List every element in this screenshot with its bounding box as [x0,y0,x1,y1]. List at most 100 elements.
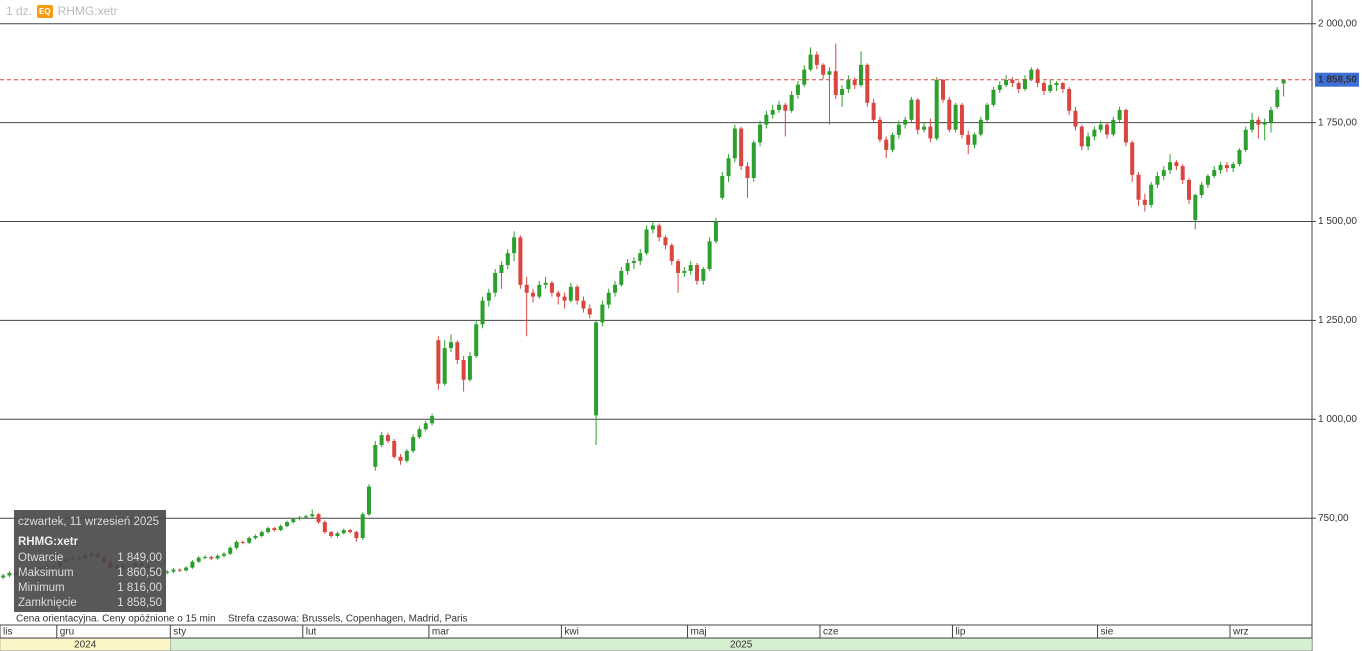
candle-body [537,284,542,297]
candle-body [316,514,321,523]
candle-body [549,282,554,293]
year-label: 2025 [730,640,753,651]
candle-body [1079,126,1084,147]
candle-body [758,124,763,143]
candle-body [556,292,561,297]
candle-body [638,253,643,262]
candle-body [234,541,239,548]
candle-body [922,126,927,130]
candle-body [1149,184,1154,205]
candle-body [196,557,201,562]
candle-body [846,79,851,90]
candle-body [732,128,737,159]
candle-body [247,537,252,543]
x-tick-label: gru [60,627,74,638]
candle-body [449,342,453,349]
candle-body [385,435,390,442]
candle-body [985,104,990,120]
candle-body [367,486,371,515]
candle-body [1130,142,1135,175]
candle-body [278,526,283,531]
candle-body [272,528,277,531]
date: czwartek, 11 wrzesień 2025 [18,516,160,528]
candle-body [474,324,479,357]
candle-body [467,356,472,380]
candle-body [840,89,845,95]
candle-body [329,532,334,536]
candle-body [190,561,195,568]
candle-body [575,286,580,301]
candle-body [966,134,971,145]
candle-body [1199,184,1204,196]
tooltip-label: Minimum [18,582,65,594]
candle-body [1269,109,1273,123]
candle-body [663,237,668,246]
candle-body [972,134,977,145]
candle-body [1187,179,1191,200]
candle-body [770,109,775,115]
candle-body [751,142,756,179]
candle-body [688,265,693,271]
candle-body [1142,199,1147,205]
candle-body [543,282,548,285]
interval[interactable]: 1 dz. [6,4,33,18]
candle-body [1168,162,1173,171]
candle-body [436,340,441,384]
candle-body [285,522,289,527]
x-tick-label: lut [306,627,317,638]
candle-body [808,54,813,70]
candle-body [215,555,220,559]
candle-body [745,166,750,179]
year-label: 2024 [74,640,97,651]
tooltip-label: Maksimum [18,567,74,579]
candle-body [1155,176,1160,185]
symbol: RHMG:xetr [18,536,79,548]
candle-body [783,104,788,111]
candle-body [486,292,491,301]
candle-body [398,456,403,461]
candle-body [1243,129,1248,150]
candle-body [1067,89,1072,111]
y-tick-label: 1 000,00 [1318,414,1357,425]
tooltip-value: 1 816,00 [117,582,162,594]
candle-body [953,104,958,130]
tooltip-row: Maksimum 1 860,50 [18,567,162,579]
candle-body [1073,110,1078,127]
symbol[interactable]: RHMG:xetr [57,4,118,18]
y-tick-label: 1 750,00 [1318,117,1357,128]
y-tick-label: 1 500,00 [1318,216,1357,227]
candle-body [852,79,857,86]
tooltip-row: Otwarcie 1 849,00 [18,552,162,564]
candle-body [1212,170,1217,177]
candle-body [335,533,340,536]
y-tick-label: 750,00 [1318,513,1349,524]
candle-body [802,69,807,85]
tooltip-value: 1 860,50 [117,567,162,579]
candle-body [739,128,744,167]
candle-body [991,89,996,105]
candle-body [177,569,182,571]
candle-body [203,556,207,558]
candle-body [613,284,617,293]
candle-body [303,516,308,518]
y-tick-label: 2 000,00 [1318,18,1357,29]
candle-body [348,530,353,533]
candle-body [1161,170,1166,177]
candle-body [827,71,832,75]
candle-body [1,575,6,578]
candle-body [1224,164,1229,169]
candle-body [461,359,466,380]
candle-body [941,79,945,100]
candle-body [959,104,964,135]
tooltip-symbol-row: RHMG:xetr [18,536,162,548]
last-price-box [1315,72,1359,87]
x-tick-label: maj [691,627,707,638]
candle-body [884,139,889,150]
candle-body [1054,83,1059,86]
candle-body [341,530,346,534]
x-tick-label: mar [432,627,450,638]
candle-body [417,429,422,438]
candle-body [726,158,731,177]
candle-body [1237,149,1242,165]
